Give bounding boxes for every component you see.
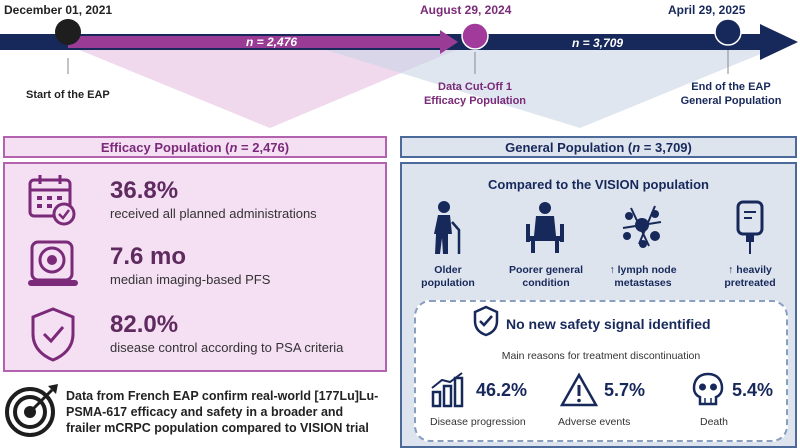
general-header: General Population (n = 3,709): [400, 136, 797, 158]
cutoff-marker: [461, 22, 489, 50]
efficacy-value-2: 7.6 mo: [110, 243, 187, 270]
reason-label-1: Disease progression: [430, 416, 526, 428]
conclusion-text: Data from French EAP confirm real-world …: [66, 389, 379, 435]
feature-label-3: ↑ lymph node metastases: [609, 264, 677, 289]
skull-icon: [692, 372, 724, 406]
start-marker: [55, 19, 81, 45]
timeline-graphic: [0, 18, 798, 128]
compare-title: Compared to the VISION population: [488, 177, 709, 192]
reason-label-2: Adverse events: [558, 416, 631, 428]
label-end: End of the EAP General Population: [680, 81, 782, 107]
n-general: n = 3,709: [572, 36, 624, 50]
reason-value-1: 46.2%: [476, 380, 528, 400]
lymph-node-icon: [622, 205, 662, 248]
efficacy-value-3: 82.0%: [110, 311, 179, 338]
elderly-person-icon: [434, 201, 461, 254]
target-icon: [5, 384, 58, 437]
feature-label-1: Older population: [421, 264, 475, 289]
bar-growth-icon: [431, 372, 464, 408]
n-efficacy: n = 2,476: [246, 35, 298, 49]
label-cutoff: Data Cut-Off 1 Efficacy Population: [423, 81, 527, 107]
feature-label-4: ↑ heavily pretreated: [724, 264, 776, 289]
shield-check-icon: [31, 307, 75, 362]
reason-value-2: 5.7%: [604, 380, 646, 400]
date-end: April 29, 2025: [668, 3, 746, 17]
seated-person-icon: [526, 202, 564, 253]
scanner-icon: [28, 240, 78, 286]
efficacy-panel: [3, 162, 387, 372]
general-projection: [300, 42, 790, 128]
iv-bag-icon: [736, 200, 764, 254]
reason-value-3: 5.4%: [732, 380, 774, 400]
reasons-title: Main reasons for treatment discontinuati…: [501, 350, 701, 362]
date-cutoff: August 29, 2024: [420, 3, 512, 17]
efficacy-arrow: [68, 30, 458, 54]
efficacy-header: Efficacy Population (n = 2,476): [3, 136, 387, 158]
efficacy-text-3: disease control according to PSA criteri…: [110, 340, 344, 355]
shield-check-icon: [473, 305, 499, 337]
safety-title: No new safety signal identified: [506, 316, 711, 332]
date-start: December 01, 2021: [4, 3, 113, 17]
calendar-check-icon: [28, 175, 76, 226]
end-marker: [714, 18, 742, 46]
efficacy-text-2: median imaging-based PFS: [110, 272, 271, 287]
reason-label-3: Death: [700, 416, 729, 428]
warning-icon: [560, 372, 598, 407]
efficacy-value-1: 36.8%: [110, 177, 179, 204]
label-start: Start of the EAP: [26, 89, 110, 101]
feature-label-2: Poorer general condition: [508, 264, 584, 289]
efficacy-text-1: received all planned administrations: [110, 206, 317, 221]
